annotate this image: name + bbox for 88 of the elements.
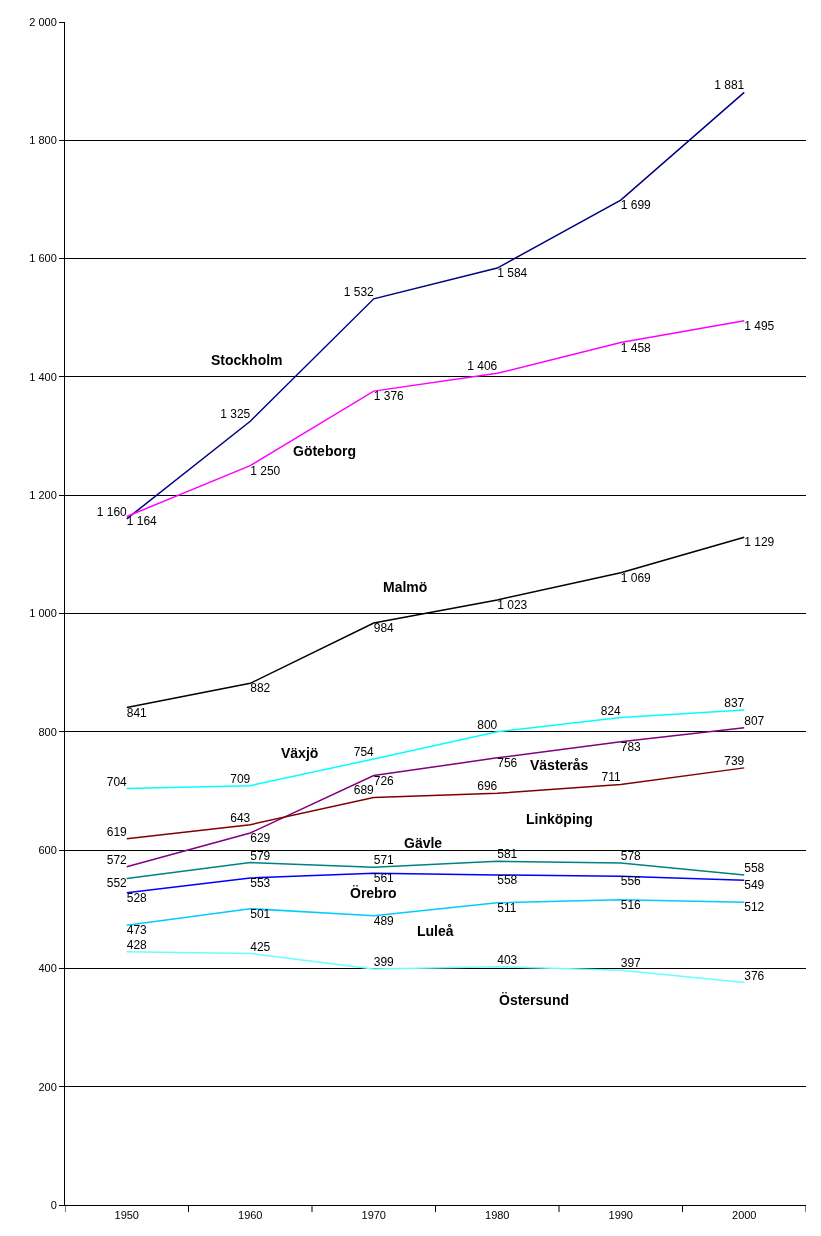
y-tick-label: 0 xyxy=(50,1198,57,1211)
data-label: 428 xyxy=(126,937,148,952)
y-tick-label: 1 800 xyxy=(29,134,57,147)
data-label: 1 023 xyxy=(497,597,528,612)
data-label: 376 xyxy=(744,968,765,983)
data-label: 837 xyxy=(724,695,745,710)
data-label: 399 xyxy=(373,954,395,969)
series-label: Malmö xyxy=(383,579,428,595)
data-label: 696 xyxy=(477,779,498,794)
series-label: Växjö xyxy=(281,745,319,761)
data-label: 1 376 xyxy=(373,389,405,404)
y-tick-label: 1 200 xyxy=(29,489,57,502)
x-tick-label: 1970 xyxy=(361,1209,386,1222)
data-label: 1 164 xyxy=(126,514,158,529)
data-label: 711 xyxy=(601,770,622,785)
data-label: 1 458 xyxy=(620,340,652,355)
data-label: 552 xyxy=(106,876,128,891)
data-label: 473 xyxy=(126,923,148,938)
y-tick-label: 800 xyxy=(38,725,57,738)
data-label: 629 xyxy=(250,830,271,845)
series-label: Gävle xyxy=(404,835,443,851)
data-label: 558 xyxy=(497,872,518,887)
data-label: 984 xyxy=(373,620,395,635)
data-label: 549 xyxy=(744,878,765,893)
data-label: 561 xyxy=(373,871,395,886)
data-label: 553 xyxy=(250,875,271,890)
data-label: 578 xyxy=(620,849,642,864)
data-label: 807 xyxy=(744,713,765,728)
data-label: 709 xyxy=(230,771,251,786)
x-tick-label: 1980 xyxy=(485,1209,510,1222)
data-label: 1 250 xyxy=(250,463,281,478)
data-label: 579 xyxy=(250,848,271,863)
x-tick-label: 2000 xyxy=(732,1209,757,1222)
series-label: Västerås xyxy=(530,757,589,773)
data-label: 1 406 xyxy=(467,359,498,374)
data-label: 512 xyxy=(744,900,765,915)
data-label: 882 xyxy=(250,681,271,696)
y-tick-label: 1 600 xyxy=(29,252,57,265)
data-label: 1 532 xyxy=(343,284,375,299)
x-tick-label: 1950 xyxy=(114,1209,139,1222)
data-label: 754 xyxy=(353,745,375,760)
y-tick-label: 200 xyxy=(38,1080,57,1093)
y-tick-label: 2 000 xyxy=(29,15,57,28)
x-tick-label: 1990 xyxy=(608,1209,633,1222)
series-label: Linköping xyxy=(526,811,593,827)
y-tick-label: 1 000 xyxy=(29,607,57,620)
data-label: 704 xyxy=(106,774,128,789)
y-tick-label: 400 xyxy=(38,962,57,975)
data-label: 571 xyxy=(373,853,395,868)
data-label: 1 495 xyxy=(744,318,775,333)
data-label: 489 xyxy=(373,913,395,928)
series-label: Örebro xyxy=(350,885,397,901)
y-tick-label: 600 xyxy=(38,843,57,856)
data-label: 528 xyxy=(126,890,148,905)
series-label: Stockholm xyxy=(211,352,283,368)
data-label: 1 069 xyxy=(620,570,652,585)
data-label: 511 xyxy=(497,900,517,915)
data-label: 1 129 xyxy=(744,535,775,550)
line-series xyxy=(126,319,745,518)
y-tick-label: 1 400 xyxy=(29,370,57,383)
data-label: 800 xyxy=(477,717,498,732)
data-label: 556 xyxy=(620,874,642,889)
data-label: 1 325 xyxy=(220,407,251,422)
data-label: 783 xyxy=(620,739,642,754)
line-series xyxy=(126,951,745,984)
data-label: 739 xyxy=(724,753,745,768)
data-label: 726 xyxy=(373,773,395,788)
data-label: 425 xyxy=(250,939,271,954)
data-label: 643 xyxy=(230,810,251,825)
data-label: 1 160 xyxy=(96,504,128,519)
series-label: Östersund xyxy=(499,992,570,1008)
data-label: 756 xyxy=(497,755,518,770)
series-label: Göteborg xyxy=(293,443,356,459)
data-label: 824 xyxy=(600,703,622,718)
data-label: 841 xyxy=(126,705,148,720)
data-label: 572 xyxy=(106,852,128,867)
data-label: 501 xyxy=(250,906,271,921)
data-label: 1 881 xyxy=(714,78,745,93)
data-label: 1 699 xyxy=(620,198,652,213)
series-label: Luleå xyxy=(417,923,454,939)
data-label: 1 584 xyxy=(497,266,528,281)
data-label: 403 xyxy=(497,952,518,967)
data-label: 558 xyxy=(744,860,765,875)
data-label: 397 xyxy=(620,956,642,971)
data-label: 516 xyxy=(620,897,642,912)
x-tick-label: 1960 xyxy=(238,1209,263,1222)
data-label: 689 xyxy=(353,783,375,798)
data-label: 619 xyxy=(106,824,128,839)
